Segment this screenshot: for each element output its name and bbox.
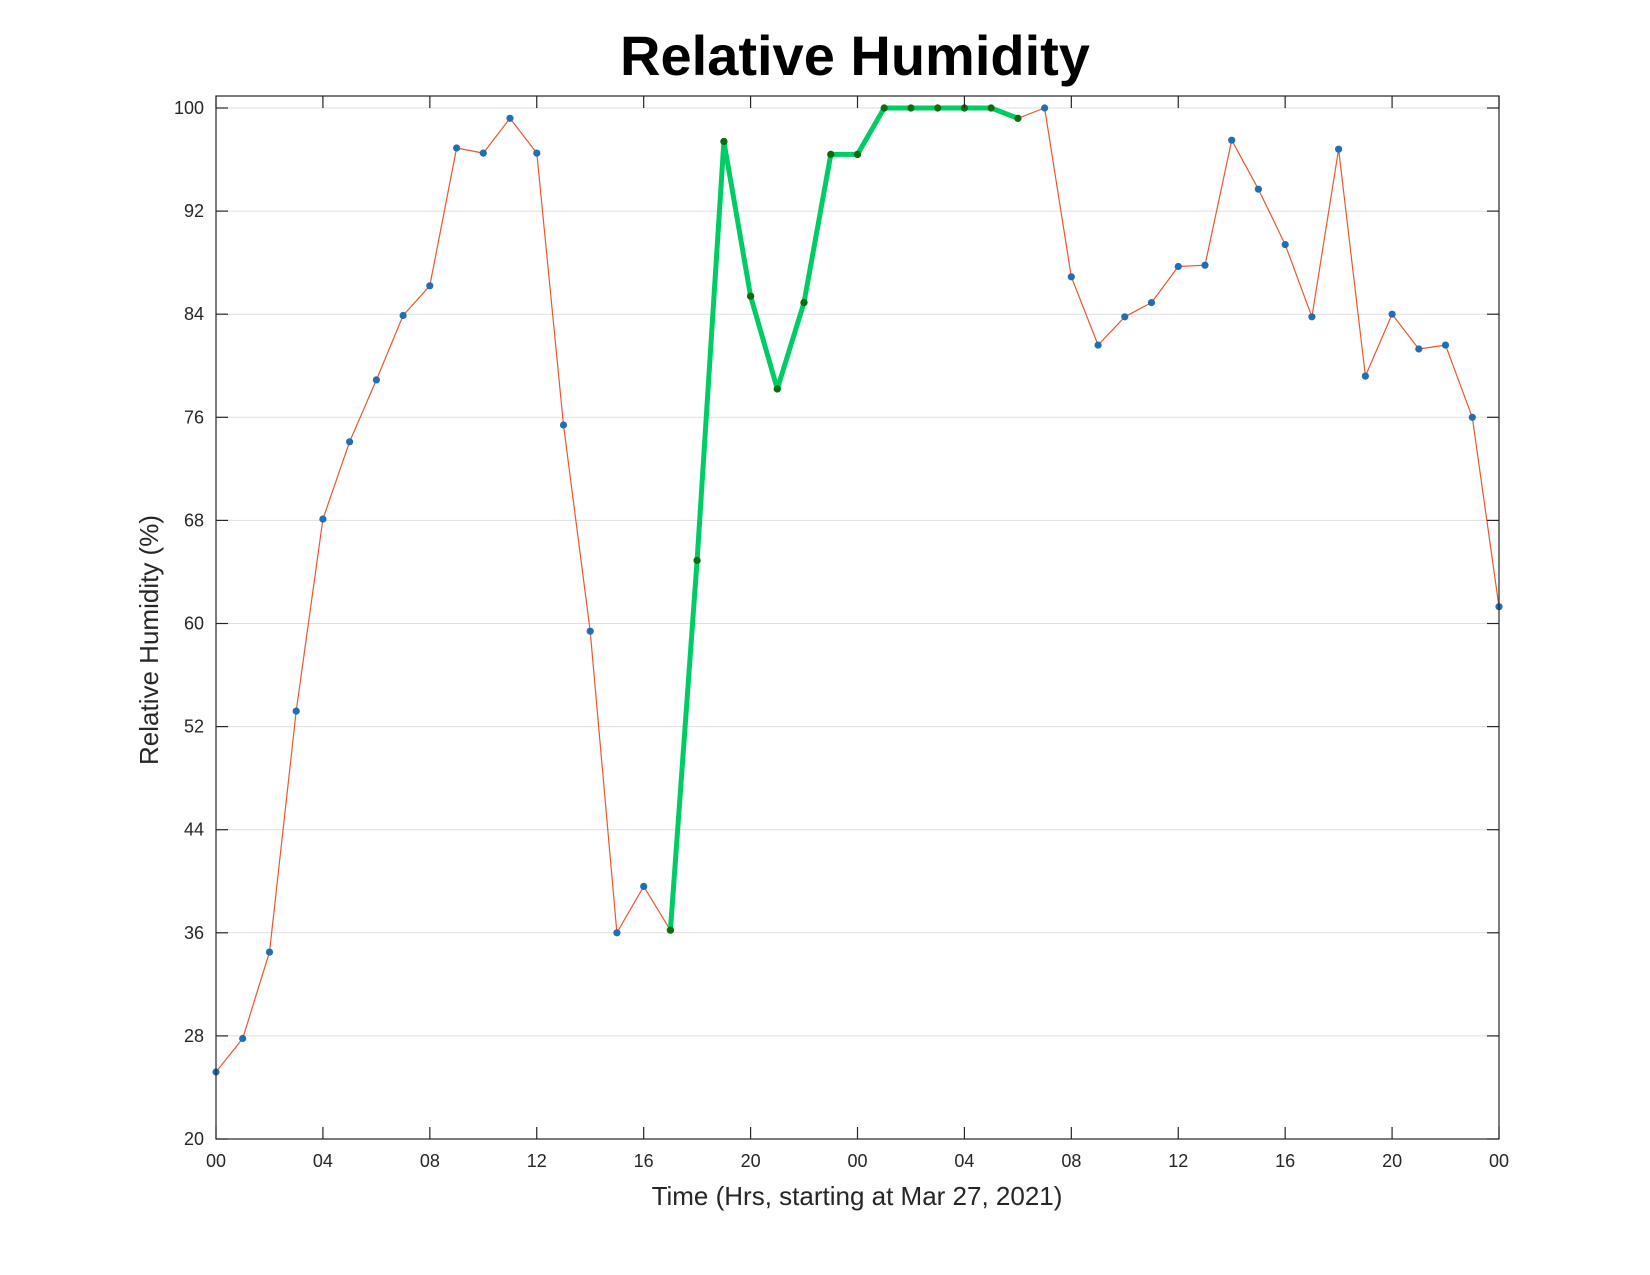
- y-tick-label: 20: [184, 1129, 204, 1149]
- y-tick-label: 84: [184, 304, 204, 324]
- highlight-data-point: [666, 926, 675, 934]
- x-axis-label: Time (Hrs, starting at Mar 27, 2021): [652, 1181, 1063, 1211]
- grid-lines: [216, 107, 1499, 1037]
- data-point: [239, 1034, 247, 1043]
- data-point: [453, 144, 461, 152]
- highlight-data-point: [934, 104, 942, 112]
- data-point: [1415, 345, 1423, 353]
- y-tick-label: 28: [184, 1026, 204, 1046]
- data-point: [1388, 310, 1396, 318]
- x-tick-label: 00: [847, 1151, 867, 1171]
- y-axis-label: Relative Humidity (%): [134, 515, 164, 765]
- data-point: [1147, 299, 1156, 307]
- plot-frame: [215, 95, 1500, 1140]
- y-tick-label: 76: [184, 407, 204, 427]
- data-point: [559, 421, 568, 429]
- x-tick-label: 00: [206, 1151, 226, 1171]
- data-point: [1254, 185, 1262, 193]
- data-point: [1174, 262, 1182, 271]
- x-tick-label: 08: [1061, 1151, 1081, 1171]
- chart-title: Relative Humidity: [620, 24, 1090, 87]
- highlight-data-point: [827, 150, 835, 158]
- y-tick-label: 92: [184, 201, 204, 221]
- x-tick-label: 20: [741, 1151, 761, 1171]
- y-tick-label: 52: [184, 717, 204, 737]
- data-point: [346, 438, 354, 446]
- data-point: [1281, 241, 1289, 249]
- x-tick-label: 20: [1382, 1151, 1402, 1171]
- y-tick-label: 100: [174, 98, 204, 118]
- highlight-data-point: [1014, 114, 1022, 122]
- data-point: [613, 929, 621, 937]
- data-point: [1308, 313, 1316, 321]
- y-tick-label: 44: [184, 820, 204, 840]
- x-tick-label: 04: [954, 1151, 974, 1171]
- highlight-data-point: [693, 556, 701, 565]
- y-tick-label: 60: [184, 614, 204, 634]
- data-point: [372, 376, 380, 384]
- highlight-data-point: [907, 104, 915, 112]
- data-point: [506, 114, 514, 122]
- data-point: [640, 882, 648, 891]
- x-tick-label: 12: [1168, 1151, 1188, 1171]
- data-point: [1094, 341, 1102, 349]
- data-point: [1441, 341, 1450, 349]
- x-tick-label: 04: [313, 1151, 333, 1171]
- data-point: [1468, 413, 1476, 421]
- x-tick-label: 08: [420, 1151, 440, 1171]
- highlight-data-point: [747, 292, 755, 300]
- data-point: [1361, 372, 1369, 380]
- data-point: [399, 311, 407, 320]
- x-tick-label: 16: [634, 1151, 654, 1171]
- data-point: [586, 627, 594, 635]
- series-line-highlight: [667, 105, 1019, 931]
- series-layer: [212, 104, 1503, 1076]
- data-point: [319, 515, 327, 523]
- x-tick-label: 12: [527, 1151, 547, 1171]
- highlight-data-point: [987, 104, 995, 112]
- data-point: [292, 707, 300, 715]
- highlight-data-point: [720, 137, 728, 146]
- data-point: [265, 948, 274, 956]
- data-point: [1335, 145, 1343, 153]
- x-tick-label: 16: [1275, 1151, 1295, 1171]
- y-tick-label: 68: [184, 510, 204, 530]
- data-point: [426, 282, 434, 290]
- highlight-data-point: [880, 104, 888, 112]
- data-point: [1228, 136, 1236, 144]
- data-point: [479, 149, 487, 157]
- y-tick-label: 36: [184, 923, 204, 943]
- data-point: [1121, 313, 1129, 321]
- data-point: [533, 149, 541, 157]
- highlight-data-point: [853, 150, 862, 158]
- highlight-data-point: [773, 385, 781, 393]
- x-tick-label: 00: [1489, 1151, 1509, 1171]
- data-point: [1041, 104, 1049, 112]
- data-point: [1067, 273, 1075, 281]
- series-line-full: [215, 107, 1500, 1073]
- highlight-data-point: [800, 299, 808, 307]
- data-point: [1201, 261, 1209, 269]
